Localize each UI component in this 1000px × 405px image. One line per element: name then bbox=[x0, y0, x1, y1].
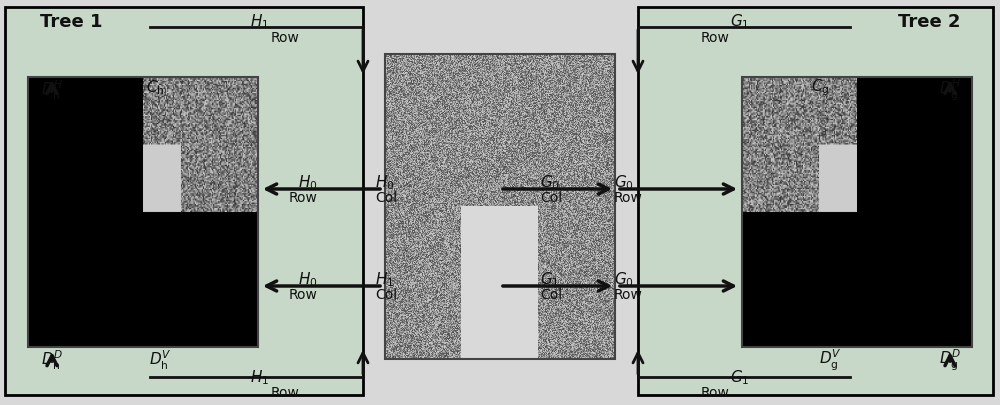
Text: $G_0$: $G_0$ bbox=[540, 173, 560, 192]
Text: $H_0$: $H_0$ bbox=[298, 270, 318, 289]
Text: $G_1$: $G_1$ bbox=[730, 368, 750, 386]
Text: Row: Row bbox=[614, 287, 643, 301]
Text: Col: Col bbox=[375, 190, 397, 205]
Text: Row: Row bbox=[271, 31, 299, 45]
Text: Tree 1: Tree 1 bbox=[40, 13, 103, 31]
Text: Row: Row bbox=[701, 385, 729, 399]
Text: Row: Row bbox=[271, 385, 299, 399]
Bar bbox=[385, 55, 615, 359]
Bar bbox=[28, 78, 258, 347]
Text: $D^V_\mathrm{h}$: $D^V_\mathrm{h}$ bbox=[149, 347, 171, 371]
Text: $C_\mathrm{g}$: $C_\mathrm{g}$ bbox=[811, 77, 829, 98]
Text: Col: Col bbox=[540, 190, 562, 205]
Text: $G_0$: $G_0$ bbox=[614, 270, 634, 289]
Text: $D^H_\mathrm{h}$: $D^H_\mathrm{h}$ bbox=[41, 78, 63, 101]
Bar bbox=[5, 8, 363, 395]
Text: Tree 2: Tree 2 bbox=[898, 13, 960, 31]
Text: $H_1$: $H_1$ bbox=[375, 270, 394, 289]
Text: Col: Col bbox=[540, 287, 562, 301]
Text: Row: Row bbox=[289, 287, 318, 301]
Bar bbox=[638, 8, 993, 395]
Text: $H_0$: $H_0$ bbox=[298, 173, 318, 192]
Text: Row: Row bbox=[614, 190, 643, 205]
Text: $D^D_\mathrm{h}$: $D^D_\mathrm{h}$ bbox=[41, 347, 63, 371]
Text: Row: Row bbox=[701, 31, 729, 45]
Text: $H_1$: $H_1$ bbox=[250, 13, 270, 31]
Text: Row: Row bbox=[289, 190, 318, 205]
Text: $G_1$: $G_1$ bbox=[730, 13, 750, 31]
Bar bbox=[742, 78, 972, 347]
Text: $D^V_\mathrm{g}$: $D^V_\mathrm{g}$ bbox=[819, 347, 841, 372]
Text: $C_\mathrm{h}$: $C_\mathrm{h}$ bbox=[146, 79, 164, 97]
Text: $H_0$: $H_0$ bbox=[375, 173, 395, 192]
Text: $G_0$: $G_0$ bbox=[614, 173, 634, 192]
Text: $D^D_\mathrm{g}$: $D^D_\mathrm{g}$ bbox=[939, 347, 961, 372]
Text: $G_1$: $G_1$ bbox=[540, 270, 560, 289]
Text: $H_1$: $H_1$ bbox=[250, 368, 270, 386]
Text: Col: Col bbox=[375, 287, 397, 301]
Text: $D^H_\mathrm{g}$: $D^H_\mathrm{g}$ bbox=[939, 77, 961, 102]
